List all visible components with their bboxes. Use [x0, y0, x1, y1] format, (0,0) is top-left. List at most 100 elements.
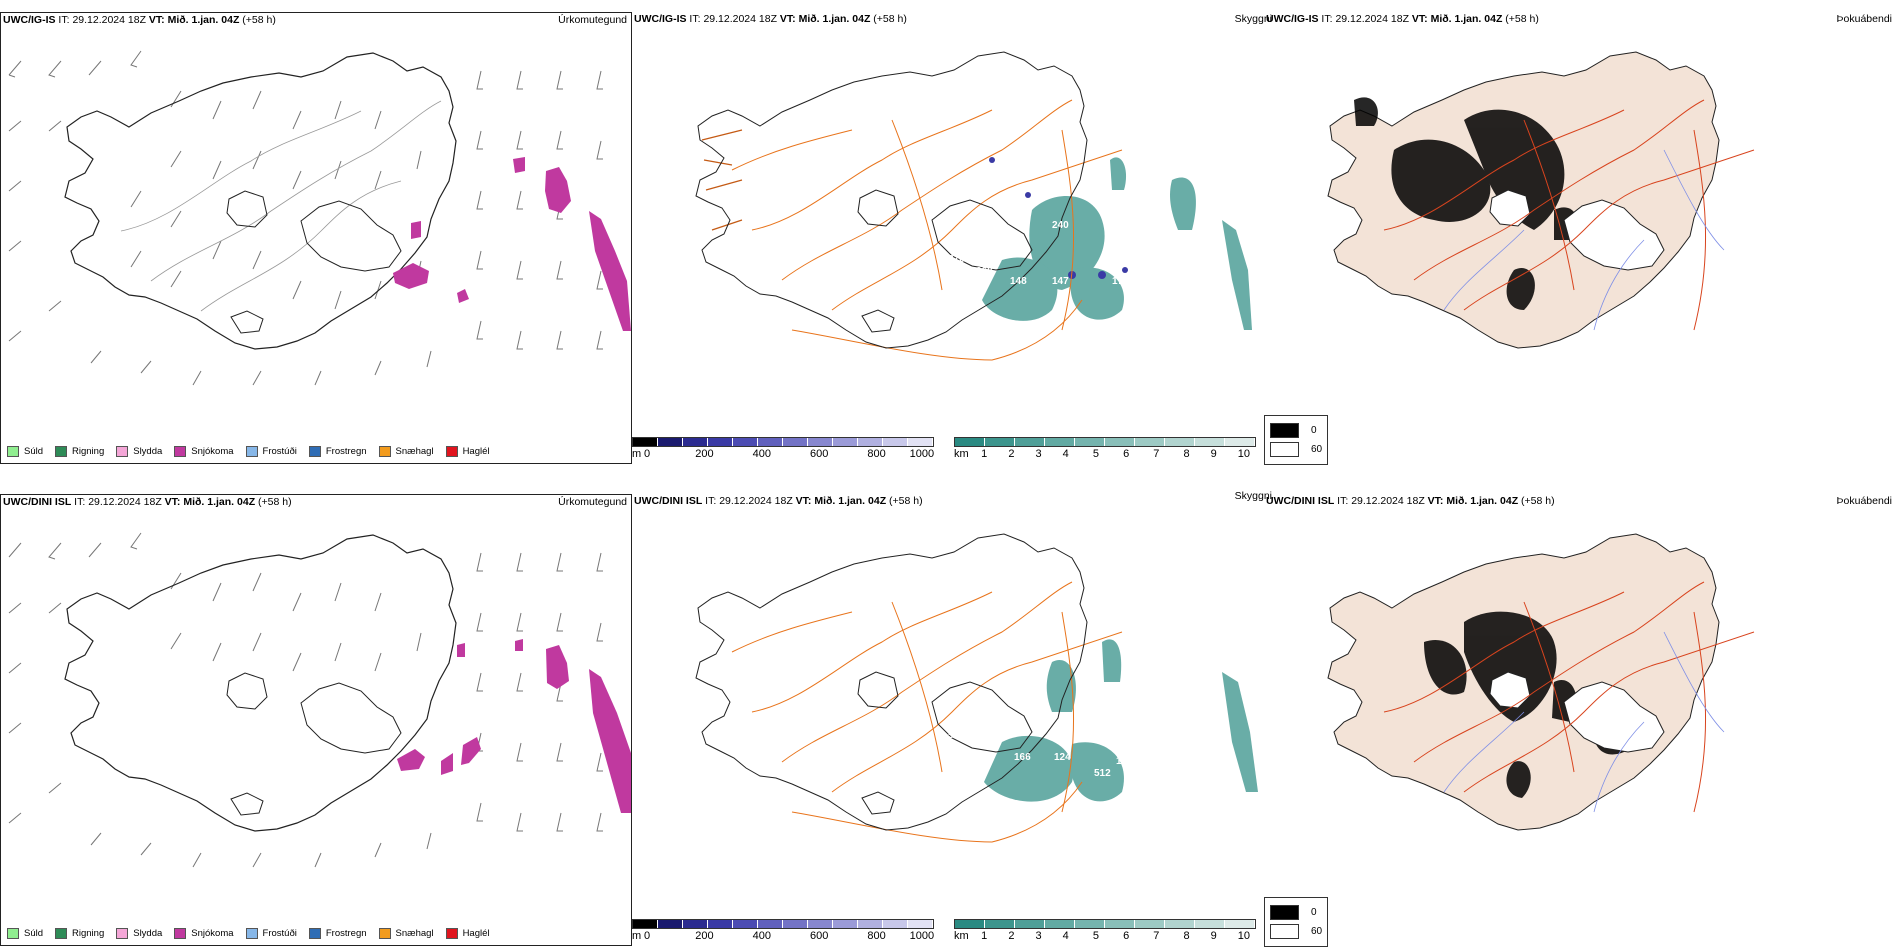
panel-header: UWC/DINI ISL IT: 29.12.2024 18Z VT: Mið.…	[1266, 495, 1555, 507]
tick-label: 200	[695, 448, 714, 460]
unit-label: km	[954, 930, 969, 942]
panel-header: UWC/DINI ISL IT: 29.12.2024 18Z VT: Mið.…	[3, 496, 292, 508]
visibility-panel-bottom: UWC/DINI ISL IT: 29.12.2024 18Z VT: Mið.…	[632, 490, 1272, 946]
legend-swatch	[308, 446, 321, 457]
it-label: IT:	[74, 496, 86, 508]
model-name: UWC/IG-IS	[3, 14, 56, 26]
roads	[731, 581, 1123, 843]
it-value: 29.12.2024 18Z	[719, 495, 793, 507]
legend-swatch	[55, 446, 68, 457]
visibility-m-colorbar: m 0 200 400 600 800 1000	[632, 919, 934, 944]
legend-item: Súld	[7, 446, 43, 457]
roads	[1383, 581, 1755, 813]
tick-label: 1	[981, 930, 988, 942]
vt-value: Mið. 1.jan. 04Z	[1446, 495, 1519, 507]
legend-label: Haglél	[462, 446, 490, 457]
colorbar-ticks: m 0 200 400 600 800 1000	[632, 448, 934, 462]
precip-legend: Súld Rigning Slydda Snjókoma Frostúði Fr…	[7, 928, 490, 939]
roads-major	[701, 129, 743, 231]
colorbar-strip	[954, 919, 1256, 929]
tick-label: 0	[644, 448, 651, 460]
tick-label: 400	[752, 930, 772, 942]
vis-label: 74	[1144, 162, 1156, 173]
fog-panel-top: UWC/IG-IS IT: 29.12.2024 18Z VT: Mið. 1.…	[1264, 12, 1900, 465]
legend-label: Haglél	[462, 928, 490, 939]
tick-label: 6	[1123, 930, 1130, 942]
legend-label: Rigning	[72, 928, 105, 939]
legend-label: Frostregn	[325, 928, 367, 939]
fog-key-row: 0	[1270, 421, 1322, 440]
unit-label: m	[632, 448, 642, 460]
lead-time: (+58 h)	[873, 13, 907, 25]
visibility-panel-top: UWC/IG-IS IT: 29.12.2024 18Z VT: Mið. 1.…	[632, 12, 1272, 464]
legend-swatch	[116, 928, 129, 939]
legend-swatch	[245, 928, 258, 939]
precip-type-panel-bottom: UWC/DINI ISL IT: 29.12.2024 18Z VT: Mið.…	[0, 494, 632, 946]
legend-swatch	[174, 928, 187, 939]
colorbar-ticks: km 1 2 3 4 5 6 7 8 9 10	[954, 930, 1256, 944]
vt-value: Mið. 1.jan. 04Z	[814, 495, 887, 507]
tick-label: 10	[1237, 448, 1251, 460]
fog-key: 0 60	[1264, 897, 1329, 947]
visibility-map: 502 166 124 96 179 512	[695, 533, 1258, 843]
vt-value: Mið. 1.jan. 04Z	[183, 496, 256, 508]
fog-map	[1327, 51, 1755, 349]
tick-label: 800	[867, 930, 886, 942]
legend-item: Súld	[7, 928, 43, 939]
lead-time: (+58 h)	[1505, 13, 1539, 25]
visibility-value-labels: 50 74 315 305 240 270 368 148 147 41 174	[948, 162, 1156, 287]
vis-label: 96	[1108, 734, 1120, 745]
visibility-km-colorbar: km 1 2 3 4 5 6 7 8 9 10	[954, 437, 1256, 462]
tick-label: 200	[695, 930, 714, 942]
fog-key-row: 60	[1270, 440, 1322, 459]
it-value: 29.12.2024 18Z	[1351, 495, 1425, 507]
legend-item: Snjókoma	[174, 928, 234, 939]
tick-label: 8	[1183, 930, 1190, 942]
colorbar-strip	[632, 437, 934, 447]
legend-label: Súld	[24, 928, 44, 939]
wind-barbs	[8, 50, 603, 386]
legend-label: Snæhagl	[395, 446, 434, 457]
tick-label: 4	[1062, 448, 1069, 460]
lead-time: (+58 h)	[242, 14, 276, 26]
fog-panel-bottom: UWC/DINI ISL IT: 29.12.2024 18Z VT: Mið.…	[1264, 494, 1900, 947]
legend-label: Slydda	[133, 446, 163, 457]
vis-label: 179	[1116, 756, 1133, 767]
vt-label: VT:	[148, 14, 165, 26]
panel-type-title: Þokuábendi	[1836, 13, 1892, 25]
vis-label: 124	[1054, 752, 1071, 763]
legend-item: Frostúði	[245, 928, 297, 939]
fog-dense	[1354, 97, 1578, 310]
visibility-value-labels: 502 166 124 96 179 512	[948, 730, 1133, 779]
tick-label: 2	[1008, 930, 1015, 942]
legend-item: Haglél	[445, 446, 490, 457]
legend-label: Súld	[24, 446, 44, 457]
it-value: 29.12.2024 18Z	[1335, 13, 1409, 25]
roads	[1383, 99, 1755, 331]
vis-label: 502	[948, 730, 965, 741]
tick-label: 1000	[909, 930, 935, 942]
panel-type-title: Skyggni	[1234, 13, 1272, 25]
legend-swatch	[445, 446, 458, 457]
legend-swatch	[378, 446, 391, 457]
fog-key-row: 60	[1270, 922, 1322, 941]
tick-label: 6	[1123, 448, 1130, 460]
it-label: IT:	[1321, 13, 1333, 25]
panel-type-title: Úrkomutegund	[558, 14, 627, 26]
tick-label: 9	[1210, 448, 1217, 460]
legend-item: Rigning	[55, 928, 104, 939]
fog-key-row: 0	[1270, 903, 1322, 922]
visibility-km-colorbar: km 1 2 3 4 5 6 7 8 9 10	[954, 919, 1256, 944]
fog-swatch	[1270, 442, 1299, 457]
wind-barbs	[8, 532, 603, 868]
tick-label: 7	[1153, 930, 1160, 942]
legend-item: Slydda	[116, 928, 162, 939]
panel-header: UWC/IG-IS IT: 29.12.2024 18Z VT: Mið. 1.…	[3, 14, 276, 26]
it-value: 29.12.2024 18Z	[88, 496, 162, 508]
vis-label: 148	[1010, 276, 1027, 287]
vt-label: VT:	[164, 496, 181, 508]
legend-swatch	[308, 928, 321, 939]
colorbar-strip	[632, 919, 934, 929]
tick-label: 3	[1035, 930, 1042, 942]
low-visibility-fields	[984, 639, 1258, 802]
